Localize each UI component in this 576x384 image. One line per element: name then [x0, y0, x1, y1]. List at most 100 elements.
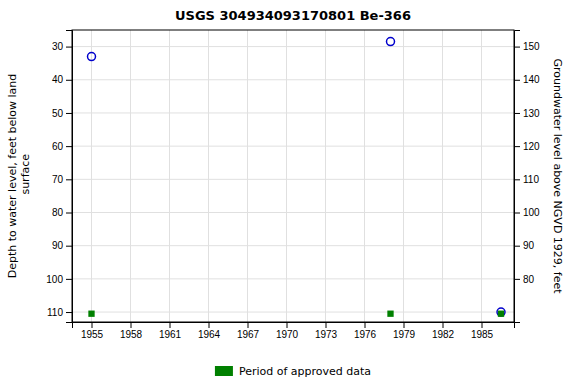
tick: 30 [52, 41, 72, 52]
tick: 140 [514, 74, 540, 85]
grid-line [72, 245, 514, 246]
series [88, 311, 504, 317]
square-marker [498, 311, 504, 317]
tick-mark [66, 113, 72, 114]
point [387, 38, 395, 46]
legend-swatch [215, 366, 233, 376]
tick-label: 40 [52, 74, 64, 85]
grid-line [72, 278, 514, 279]
y-axis-title-line: Depth to water level, feet below land [6, 74, 19, 279]
grid-line [442, 30, 443, 322]
y-axis-title-line: surface [19, 154, 32, 198]
tick-mark [514, 179, 520, 180]
tick-mark [66, 80, 72, 81]
tick-label: 1976 [354, 329, 377, 340]
tick: 60 [52, 141, 72, 152]
tick-label: 1970 [276, 329, 299, 340]
tick: 1964 [198, 322, 221, 340]
tick-mark [514, 279, 520, 280]
tick-label: 100 [523, 207, 540, 218]
tick: 120 [514, 141, 540, 152]
tick-label: 70 [52, 174, 64, 185]
grid-line [72, 179, 514, 180]
tick: 1961 [159, 322, 182, 340]
tick-mark [66, 213, 72, 214]
y-axis: 30 40 50 60 70 80 90 100 110 [46, 31, 72, 323]
tick-mark [131, 322, 132, 328]
tick-label: 130 [523, 108, 540, 119]
tick-mark [66, 312, 72, 313]
tick-label: 90 [523, 240, 535, 251]
plot-frame [72, 30, 514, 322]
tick-label: 150 [523, 41, 540, 52]
grid-line [72, 146, 514, 147]
tick: 100 [514, 207, 540, 218]
tick-mark [66, 279, 72, 280]
tick: 130 [514, 108, 540, 119]
chart: 1955 1958 1961 1964 1967 1970 1973 1976 1979 1982… [0, 0, 576, 384]
grid-line [403, 30, 404, 322]
tick: 110 [514, 174, 539, 185]
point [88, 53, 96, 61]
legend-label: Period of approved data [239, 365, 371, 378]
tick-label: 120 [523, 141, 540, 152]
point [497, 308, 505, 316]
tick: 50 [52, 108, 72, 119]
tick: 100 [46, 274, 72, 285]
grid-line [72, 212, 514, 213]
tick-label: 1973 [315, 329, 338, 340]
tick-label: 90 [52, 240, 64, 251]
tick: 40 [52, 74, 72, 85]
tick-mark [66, 146, 72, 147]
tick: 1982 [432, 322, 455, 340]
tick: 1973 [315, 322, 338, 340]
grid-line [481, 30, 482, 322]
tick-label: 80 [52, 207, 64, 218]
title: USGS 304934093170801 Be-366 [175, 8, 411, 23]
tick-mark [287, 322, 288, 328]
tick: 70 [52, 174, 72, 185]
tick: 90 [514, 240, 535, 251]
x-axis: 1955 1958 1961 1964 1967 1970 1973 1976 1979 1982… [73, 322, 515, 340]
tick-label: 110 [47, 307, 63, 318]
tick: 1967 [237, 322, 260, 340]
tick-mark [443, 322, 444, 328]
axis-line [66, 31, 73, 323]
tick: 1955 [81, 322, 104, 340]
square-marker [88, 311, 94, 317]
grid-line [169, 30, 170, 322]
grid-line [130, 30, 131, 322]
marks [88, 38, 506, 317]
tick: 80 [514, 274, 535, 285]
tick-mark [248, 322, 249, 328]
tick: 1985 [471, 322, 494, 340]
axis-line [73, 323, 515, 329]
tick-label: 1958 [120, 329, 143, 340]
tick-mark [66, 179, 72, 180]
tick: 1976 [354, 322, 377, 340]
tick-mark [404, 322, 405, 328]
grid-line [325, 30, 326, 322]
grid-line [91, 30, 92, 322]
tick: 1979 [393, 322, 416, 340]
tick-label: 1955 [81, 329, 104, 340]
tick: 1958 [120, 322, 143, 340]
legend-item: Period of approved data [215, 365, 371, 378]
tick-mark [482, 322, 483, 328]
tick-mark [365, 322, 366, 328]
tick-mark [170, 322, 171, 328]
tick-label: 60 [52, 141, 64, 152]
grid-line [72, 112, 514, 113]
tick-mark [514, 246, 520, 247]
tick-label: 30 [52, 41, 64, 52]
grid-line [72, 79, 514, 80]
grid-line [286, 30, 287, 322]
tick-label: 1985 [471, 329, 494, 340]
tick-label: 1982 [432, 329, 455, 340]
tick: 90 [52, 240, 72, 251]
tick: 80 [52, 207, 72, 218]
tick-mark [514, 113, 520, 114]
grid-line [208, 30, 209, 322]
plot: 1955 1958 1961 1964 1967 1970 1973 1976 1979 1982… [46, 30, 540, 340]
y2-axis: 80 90 100 110 120 130 140 150 [514, 31, 540, 323]
